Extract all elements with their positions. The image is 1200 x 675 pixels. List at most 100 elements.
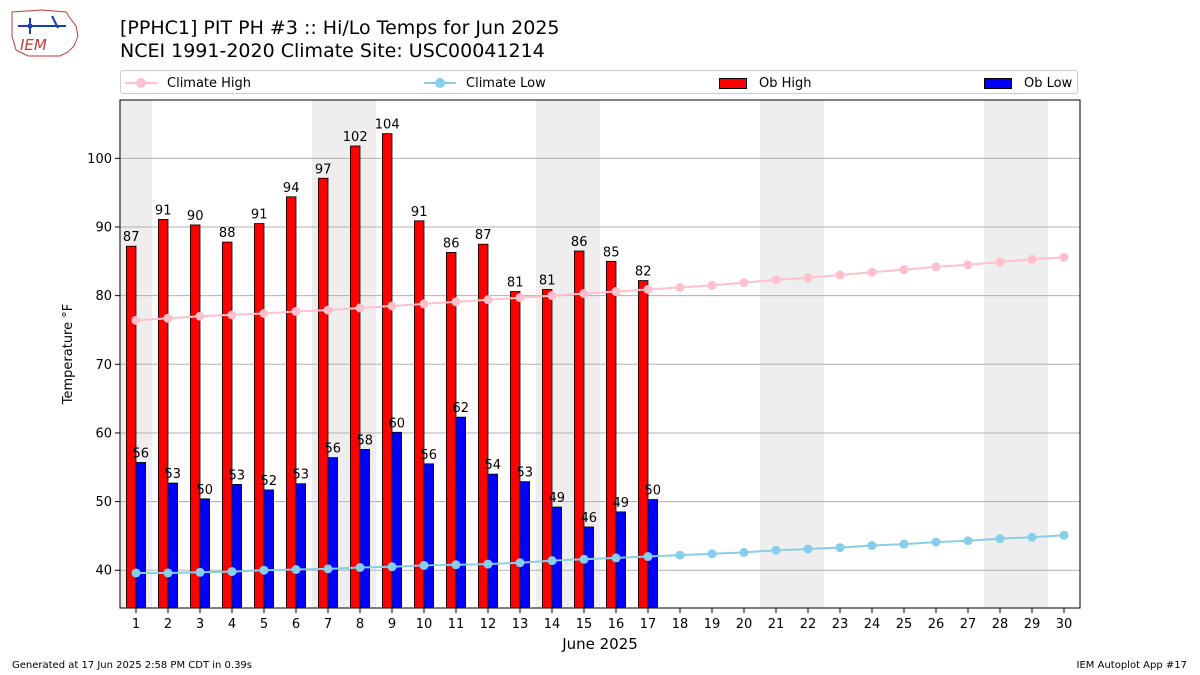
- ob-low-bar: [327, 457, 339, 609]
- x-tick-label: 2: [164, 617, 172, 632]
- climate-low-point: [291, 565, 301, 575]
- ob-low-label: 56: [421, 448, 438, 463]
- ob-high-bar: [253, 223, 265, 609]
- ob-high-label: 88: [219, 226, 236, 241]
- x-tick-label: 15: [576, 617, 593, 632]
- y-tick-label: 80: [95, 289, 112, 304]
- climate-high-point: [707, 280, 717, 290]
- x-tick-label: 5: [260, 617, 268, 632]
- chart-subtitle: NCEI 1991-2020 Climate Site: USC00041214: [120, 40, 545, 62]
- climate-low-point: [803, 544, 813, 554]
- x-tick-label: 9: [388, 617, 396, 632]
- ob-high-label: 87: [475, 228, 492, 243]
- ob-low-bar: [231, 484, 243, 609]
- legend-label-climate-low: Climate Low: [466, 75, 546, 91]
- ob-low-bar: [487, 473, 499, 609]
- climate-low-point: [1059, 530, 1069, 540]
- chart-title: [PPHC1] PIT PH #3 :: Hi/Lo Temps for Jun…: [120, 17, 560, 39]
- ob-low-label: 52: [261, 474, 278, 489]
- climate-low-swatch: [424, 78, 456, 88]
- climate-high-point: [131, 315, 141, 325]
- climate-high-point: [835, 270, 845, 280]
- climate-low-point: [323, 564, 333, 574]
- weekend-band: [760, 100, 824, 608]
- x-tick-label: 4: [228, 617, 236, 632]
- ob-low-bar: [583, 526, 595, 609]
- ob-low-bar: [423, 463, 435, 609]
- ob-low-bar: [359, 449, 371, 609]
- climate-low-point: [419, 560, 429, 570]
- climate-low-point: [931, 537, 941, 547]
- ob-low-bar: [295, 483, 307, 609]
- x-tick-label: 26: [928, 617, 945, 632]
- x-tick-label: 1: [132, 617, 140, 632]
- climate-low-point: [451, 560, 461, 570]
- ob-high-bar: [285, 196, 297, 609]
- climate-low-point: [963, 536, 973, 546]
- climate-low-point: [387, 562, 397, 572]
- climate-low-point: [355, 562, 365, 572]
- climate-low-point: [739, 547, 749, 557]
- climate-high-point: [963, 260, 973, 270]
- weekend-band: [984, 100, 1048, 608]
- x-tick-label: 3: [196, 617, 204, 632]
- climate-high-point: [451, 297, 461, 307]
- x-tick-label: 19: [704, 617, 721, 632]
- x-tick-label: 17: [640, 617, 657, 632]
- climate-low-point: [1027, 532, 1037, 542]
- ob-low-swatch: [984, 77, 1012, 89]
- ob-high-label: 86: [571, 235, 588, 250]
- generated-timestamp: Generated at 17 Jun 2025 2:58 PM CDT in …: [12, 660, 253, 671]
- x-tick-label: 14: [544, 617, 561, 632]
- x-axis-label: June 2025: [561, 635, 638, 653]
- plot-frame: [119, 99, 1081, 609]
- ob-low-bar: [135, 462, 147, 609]
- climate-low-point: [643, 552, 653, 562]
- x-tick-label: 18: [672, 617, 689, 632]
- iem-logo: IEM: [11, 9, 79, 57]
- climate-low-point: [579, 554, 589, 564]
- x-tick-label: 11: [448, 617, 465, 632]
- climate-low-point: [835, 543, 845, 553]
- y-tick-label: 100: [87, 152, 112, 167]
- ob-high-label: 91: [155, 203, 172, 218]
- ob-high-label: 102: [343, 130, 368, 145]
- iem-logo-text: IEM: [20, 36, 47, 54]
- x-tick-label: 7: [324, 617, 332, 632]
- climate-low-point: [483, 559, 493, 569]
- climate-high-point: [419, 299, 429, 309]
- climate-high-point: [931, 262, 941, 272]
- y-tick-label: 50: [95, 495, 112, 510]
- ob-low-label: 60: [389, 416, 406, 431]
- climate-low-point: [867, 541, 877, 551]
- climate-low-point: [195, 567, 205, 577]
- climate-low-point: [547, 556, 557, 566]
- x-tick-label: 12: [480, 617, 497, 632]
- x-tick-label: 16: [608, 617, 625, 632]
- climate-high-point: [323, 305, 333, 315]
- climate-low-point: [707, 549, 717, 559]
- climate-high-point: [803, 273, 813, 283]
- climate-high-point: [355, 303, 365, 313]
- climate-low-point: [611, 553, 621, 563]
- climate-high-swatch: [125, 78, 157, 88]
- legend-item-climate-low: Climate Low: [424, 74, 546, 92]
- climate-high-point: [611, 287, 621, 297]
- legend-item-ob-high: Ob High: [719, 74, 812, 92]
- ob-low-label: 50: [645, 484, 662, 499]
- climate-low-point: [131, 568, 141, 578]
- y-tick-label: 60: [95, 426, 112, 441]
- x-tick-label: 30: [1056, 617, 1073, 632]
- y-tick-label: 90: [95, 221, 112, 236]
- climate-high-point: [643, 284, 653, 294]
- ob-low-label: 53: [229, 468, 246, 483]
- x-tick-label: 20: [736, 617, 753, 632]
- y-tick-label: 70: [95, 358, 112, 373]
- ob-high-label: 94: [283, 181, 300, 196]
- climate-low-point: [515, 558, 525, 568]
- climate-high-line: [135, 256, 1065, 322]
- ob-high-bar: [126, 245, 137, 609]
- ob-low-label: 54: [485, 458, 502, 473]
- ob-high-label: 85: [603, 245, 620, 260]
- ob-low-label: 62: [453, 401, 470, 416]
